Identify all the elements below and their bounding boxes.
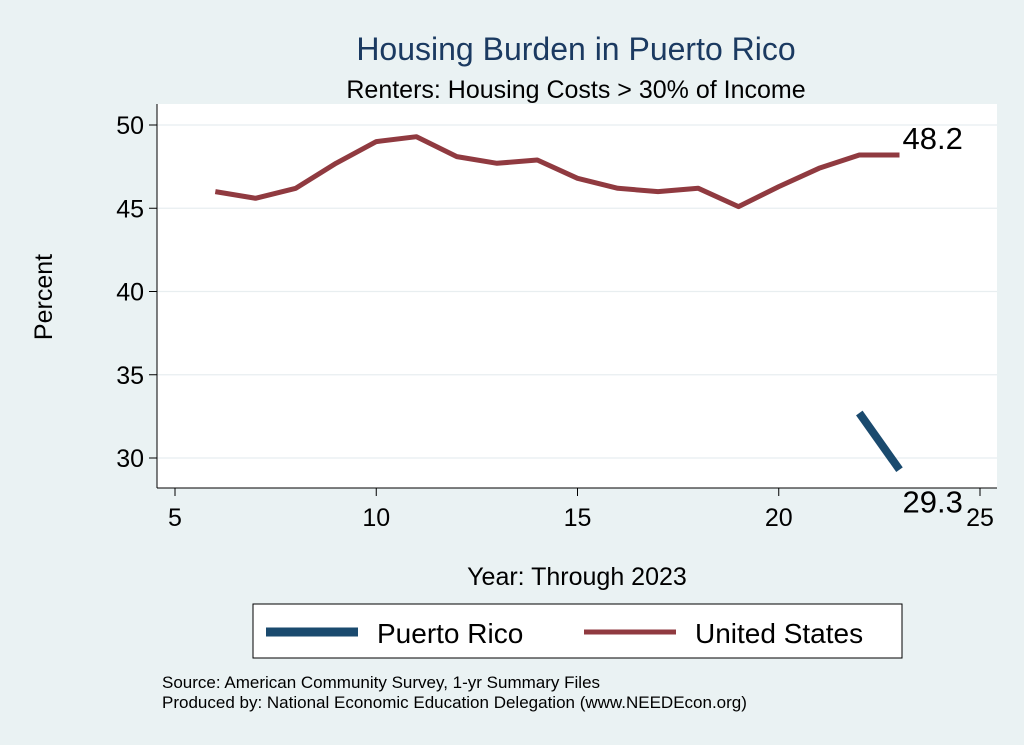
y-tick-label: 40 xyxy=(116,279,144,307)
end-label-puerto-rico: 29.3 xyxy=(903,485,963,520)
x-axis-title: Year: Through 2023 xyxy=(467,563,687,591)
source-note: Source: American Community Survey, 1-yr … xyxy=(162,673,600,692)
x-tick-label: 5 xyxy=(168,504,182,532)
y-tick-label: 50 xyxy=(116,112,144,140)
chart-subtitle: Renters: Housing Costs > 30% of Income xyxy=(346,76,805,104)
end-label-united-states: 48.2 xyxy=(903,121,963,156)
y-tick-label: 30 xyxy=(116,445,144,473)
legend-label-united-states: United States xyxy=(695,618,863,649)
plot-area xyxy=(157,104,997,488)
x-tick-label: 15 xyxy=(564,504,592,532)
y-axis-title: Percent xyxy=(30,254,58,340)
y-tick-label: 45 xyxy=(116,195,144,223)
legend-label-puerto-rico: Puerto Rico xyxy=(377,618,523,649)
x-axis-ticks: 5 10 15 20 25 xyxy=(168,488,994,532)
x-tick-label: 25 xyxy=(966,504,994,532)
series-united-states xyxy=(214,134,900,210)
legend-box xyxy=(252,603,903,659)
y-axis-ticks: 30 35 40 45 50 xyxy=(116,112,157,473)
series-puerto-rico xyxy=(856,410,903,473)
gridlines xyxy=(157,124,997,459)
y-tick-label: 35 xyxy=(116,362,144,390)
legend: Puerto Rico United States xyxy=(252,603,903,659)
producer-note: Produced by: National Economic Education… xyxy=(162,693,747,712)
x-tick-label: 10 xyxy=(362,504,390,532)
end-labels: 48.2 29.3 xyxy=(903,121,963,520)
series-lines xyxy=(214,134,903,473)
x-tick-label: 20 xyxy=(765,504,793,532)
chart-title: Housing Burden in Puerto Rico xyxy=(356,31,795,67)
